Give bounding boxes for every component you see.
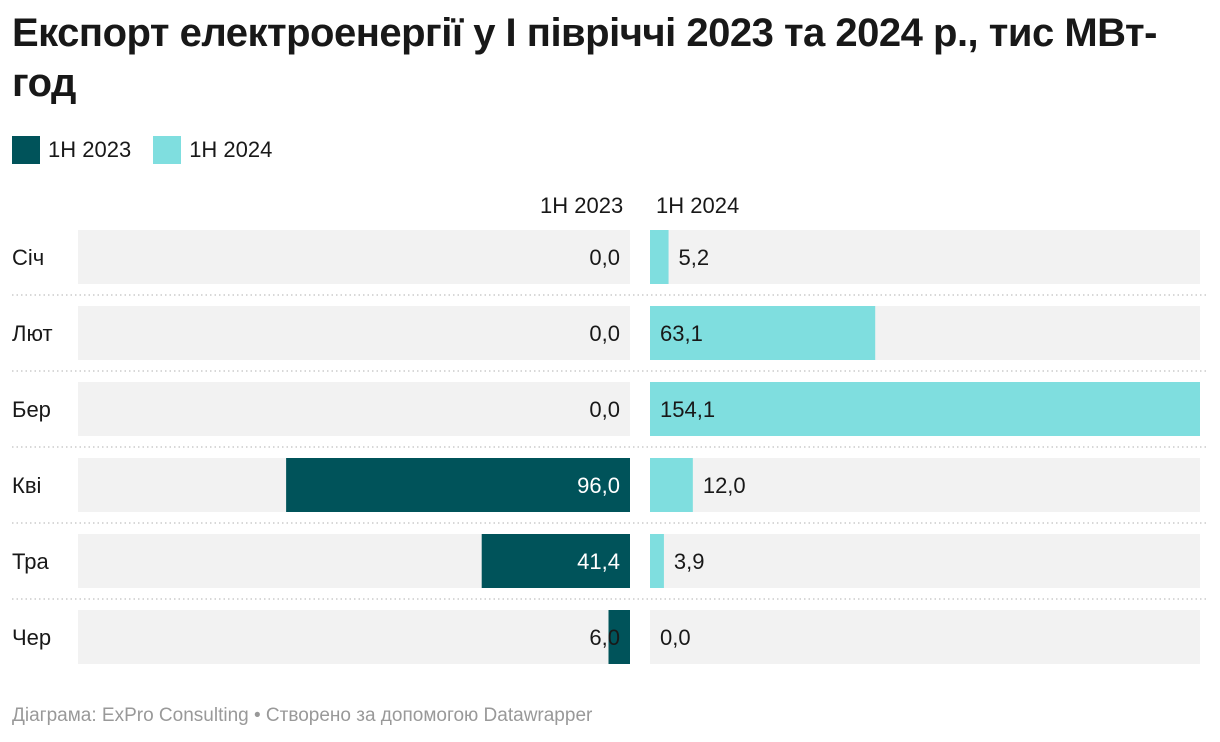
value-label-2023-3: 96,0	[577, 473, 620, 498]
track-2024-0	[650, 230, 1200, 284]
bar-2024-3	[650, 458, 693, 512]
track-2024-5	[650, 610, 1200, 664]
chart-title: Експорт електроенергії у І півріччі 2023…	[12, 11, 1157, 105]
value-label-2024-1: 63,1	[660, 321, 703, 346]
column-header-2023: 1H 2023	[540, 193, 624, 218]
legend: 1H 2023 1H 2024	[12, 136, 294, 164]
legend-item-2024: 1H 2024	[153, 136, 272, 164]
legend-label-2023: 1H 2023	[48, 137, 132, 162]
value-label-2023-1: 0,0	[589, 321, 620, 346]
value-label-2023-2: 0,0	[589, 397, 620, 422]
track-2023-5	[78, 610, 630, 664]
bar-2023-3	[286, 458, 630, 512]
row-label-5: Чер	[12, 625, 51, 650]
chart-footer: Діаграма: ExPro Consulting • Створено за…	[12, 705, 593, 726]
track-2023-2	[78, 382, 630, 436]
value-label-2024-2: 154,1	[660, 397, 715, 422]
bar-2024-2	[650, 382, 1200, 436]
row-label-0: Січ	[12, 245, 44, 270]
row-label-1: Лют	[12, 321, 53, 346]
row-label-3: Кві	[12, 473, 41, 498]
row-label-4: Тра	[12, 549, 49, 574]
bar-2023-4	[481, 534, 630, 588]
column-header-2024: 1H 2024	[656, 193, 740, 218]
bar-2024-1	[650, 306, 876, 360]
value-label-2024-3: 12,0	[703, 473, 746, 498]
bar-2023-5	[608, 610, 630, 664]
value-label-2023-5: 6,0	[589, 625, 620, 650]
legend-label-2024: 1H 2024	[189, 137, 273, 162]
legend-swatch-2023	[12, 136, 40, 164]
value-label-2024-0: 5,2	[679, 245, 710, 270]
legend-swatch-2024	[153, 136, 182, 164]
track-2024-4	[650, 534, 1200, 588]
value-label-2023-4: 41,4	[577, 549, 620, 574]
value-label-2024-4: 3,9	[674, 549, 705, 574]
bar-2024-4	[650, 534, 664, 588]
track-2023-0	[78, 230, 630, 284]
track-2024-3	[650, 458, 1200, 512]
legend-item-2023: 1H 2023	[12, 136, 131, 164]
value-label-2024-5: 0,0	[660, 625, 691, 650]
bar-2024-0	[650, 230, 669, 284]
track-2023-1	[78, 306, 630, 360]
value-label-2023-0: 0,0	[589, 245, 620, 270]
row-label-2: Бер	[12, 397, 51, 422]
